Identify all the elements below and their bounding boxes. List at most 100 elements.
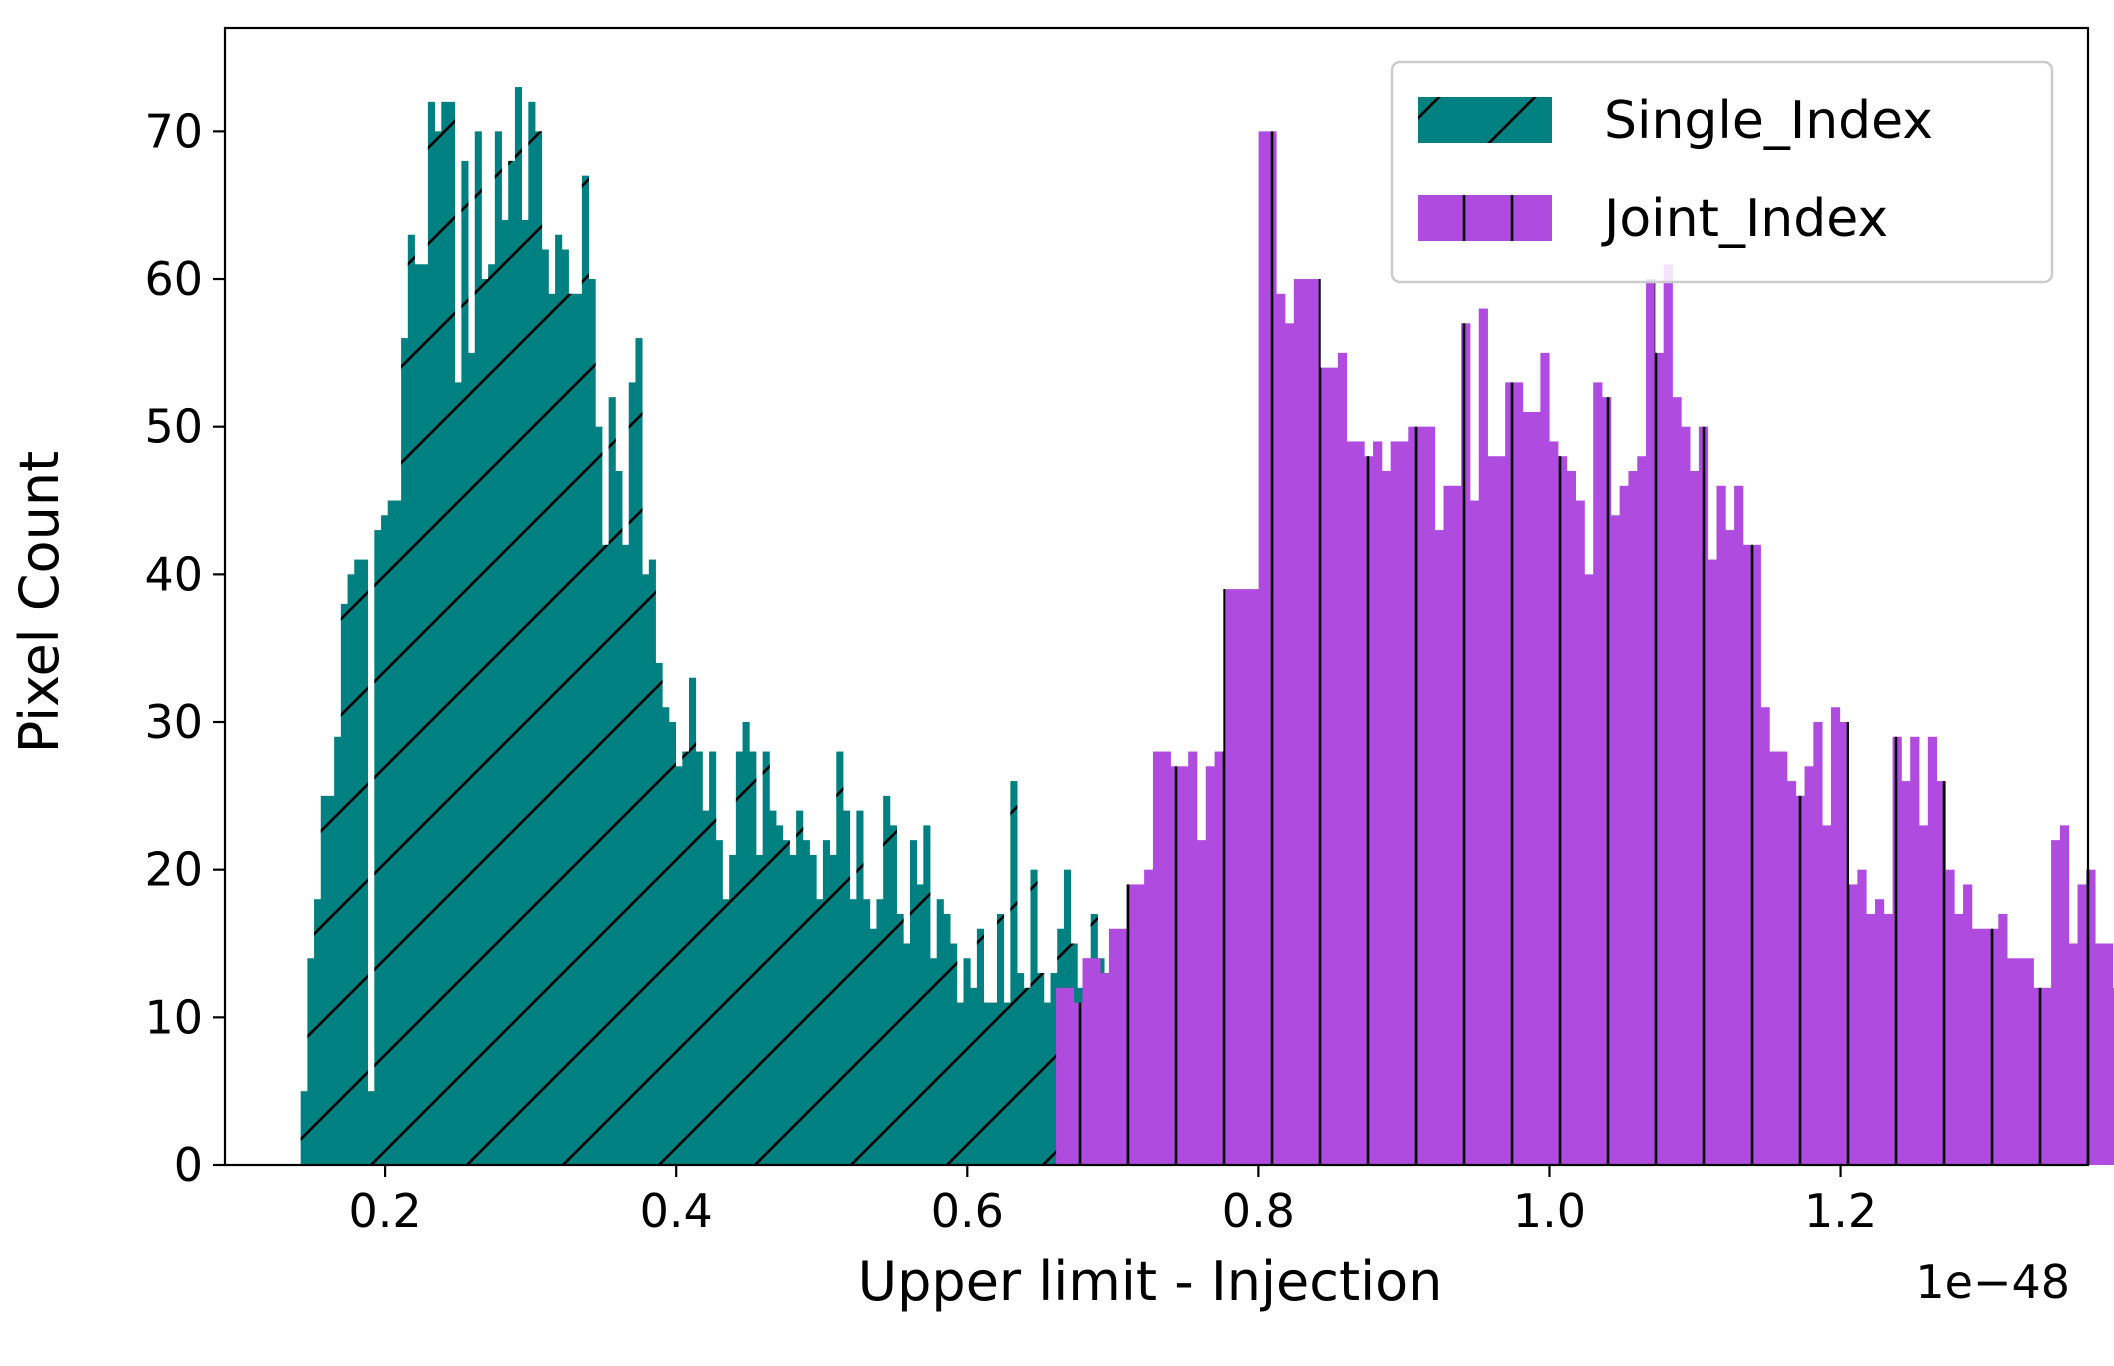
bar-hatch-joint-index [1786, 781, 1797, 1165]
y-tick-label: 0 [174, 1138, 203, 1192]
bar-hatch-single-index [1043, 1002, 1051, 1165]
bar-hatch-single-index [568, 293, 576, 1165]
bar-hatch-single-index [735, 751, 743, 1165]
bar-hatch-single-index [889, 825, 897, 1165]
bar-hatch-joint-index [2103, 943, 2114, 1165]
bar-hatch-joint-index [1848, 884, 1858, 1165]
bar-hatch-joint-index [1813, 722, 1823, 1165]
bar-hatch-joint-index [1487, 456, 1497, 1166]
bar-hatch-joint-index [1355, 441, 1365, 1165]
bar-hatch-joint-index [1910, 736, 1920, 1165]
bar-hatch-single-index [608, 397, 616, 1165]
bar-hatch-single-index [427, 101, 435, 1166]
bar-hatch-single-index [474, 131, 482, 1166]
bar-hatch-single-index [447, 101, 456, 1166]
bar-hatch-single-index [340, 603, 348, 1165]
bar-hatch-single-index [662, 707, 670, 1165]
x-axis-label: Upper limit - Injection [858, 1250, 1443, 1313]
bar-hatch-single-index [615, 470, 623, 1165]
bar-hatch-joint-index [1452, 485, 1462, 1165]
bar-hatch-joint-index [1170, 766, 1180, 1165]
bar-hatch-joint-index [1179, 766, 1189, 1165]
bar-hatch-joint-index [1610, 515, 1621, 1165]
bar-hatch-joint-index [1725, 530, 1735, 1165]
bar-hatch-joint-index [1108, 928, 1119, 1165]
bar-hatch-joint-index [1346, 441, 1356, 1165]
bar-hatch-joint-index [1584, 574, 1594, 1165]
bar-hatch-joint-index [1478, 308, 1488, 1165]
bar-hatch-joint-index [1681, 426, 1691, 1165]
bar-hatch-joint-index [1249, 589, 1260, 1165]
bar-hatch-joint-index [1240, 589, 1251, 1165]
bar-hatch-single-index [454, 382, 462, 1165]
bar-hatch-joint-index [1161, 751, 1171, 1165]
bar-hatch-joint-index [1593, 382, 1603, 1165]
bar-hatch-single-index [334, 736, 342, 1165]
bar-hatch-joint-index [1866, 913, 1876, 1165]
bar-hatch-joint-index [1566, 470, 1577, 1165]
bar-hatch-single-index [769, 810, 777, 1165]
bar-hatch-joint-index [1716, 485, 1726, 1165]
bar-hatch-single-index [755, 854, 764, 1165]
legend-label-single-index: Single_Index [1604, 91, 1933, 151]
bar-hatch-single-index [822, 840, 831, 1165]
bar-hatch-joint-index [1769, 751, 1779, 1165]
bar-hatch-single-index [983, 1002, 991, 1165]
bar-hatch-single-index [314, 899, 322, 1165]
y-tick-label: 70 [144, 104, 203, 158]
bar-hatch-joint-index [1293, 279, 1304, 1165]
bar-hatch-single-index [401, 338, 409, 1166]
bar-hatch-joint-index [1091, 958, 1101, 1165]
bar-hatch-joint-index [1883, 913, 1894, 1165]
bar-hatch-single-index [695, 751, 703, 1165]
bar-hatch-single-index [776, 825, 784, 1165]
bar-hatch-joint-index [1804, 766, 1814, 1165]
bar-hatch-joint-index [1663, 264, 1673, 1165]
bar-hatch-single-index [501, 219, 509, 1165]
bar-hatch-single-index [528, 101, 536, 1166]
bar-hatch-joint-index [2068, 943, 2078, 1165]
bar-hatch-joint-index [1443, 485, 1453, 1165]
bar-hatch-single-index [561, 249, 569, 1166]
bar-hatch-single-index [709, 751, 717, 1165]
bar-hatch-joint-index [1963, 884, 1973, 1165]
bar-hatch-joint-index [1126, 884, 1136, 1165]
legend: Single_Index Joint_Index [1390, 60, 2054, 284]
bar-hatch-joint-index [1646, 279, 1656, 1165]
bar-hatch-single-index [1037, 973, 1045, 1165]
bar-hatch-joint-index [1980, 928, 1990, 1165]
bar-hatch-joint-index [2051, 840, 2061, 1165]
bar-hatch-single-index [816, 899, 824, 1165]
bar-hatch-joint-index [1311, 279, 1321, 1165]
bar-hatch-single-index [648, 559, 656, 1165]
bar-hatch-single-index [642, 574, 650, 1165]
bar-hatch-joint-index [1469, 500, 1480, 1165]
legend-hatch-joint-index [1418, 195, 1552, 241]
bar-hatch-single-index [622, 544, 630, 1165]
bar-hatch-joint-index [1152, 751, 1163, 1165]
bar-hatch-joint-index [1989, 928, 1999, 1165]
bar-hatch-joint-index [1672, 397, 1682, 1165]
bar-hatch-single-index [441, 101, 449, 1166]
bar-hatch-single-index [367, 1091, 375, 1165]
bar-hatch-single-index [494, 131, 502, 1166]
bar-hatch-joint-index [1232, 589, 1242, 1165]
bar-hatch-joint-index [1364, 456, 1374, 1166]
bar-hatch-joint-index [1602, 397, 1612, 1165]
bar-hatch-single-index [956, 1002, 964, 1165]
bar-hatch-single-index [548, 293, 556, 1165]
plot-frame [223, 26, 2090, 1167]
bar-hatch-single-index [668, 722, 677, 1165]
bar-hatch-joint-index [1205, 766, 1215, 1165]
x-tick-label: 1.0 [1513, 1184, 1586, 1238]
bar-hatch-joint-index [2095, 943, 2105, 1165]
bar-hatch-joint-index [1698, 426, 1709, 1165]
bar-hatch-joint-index [1628, 470, 1638, 1165]
bar-hatch-single-index [970, 987, 978, 1165]
bar-hatch-single-index [789, 854, 797, 1165]
series-hatch-joint-index [1056, 131, 2114, 1166]
bar-hatch-single-index [374, 530, 382, 1165]
bar-hatch-single-index [508, 160, 516, 1165]
bar-hatch-joint-index [1998, 913, 2008, 1165]
y-tick-label: 60 [144, 252, 203, 306]
